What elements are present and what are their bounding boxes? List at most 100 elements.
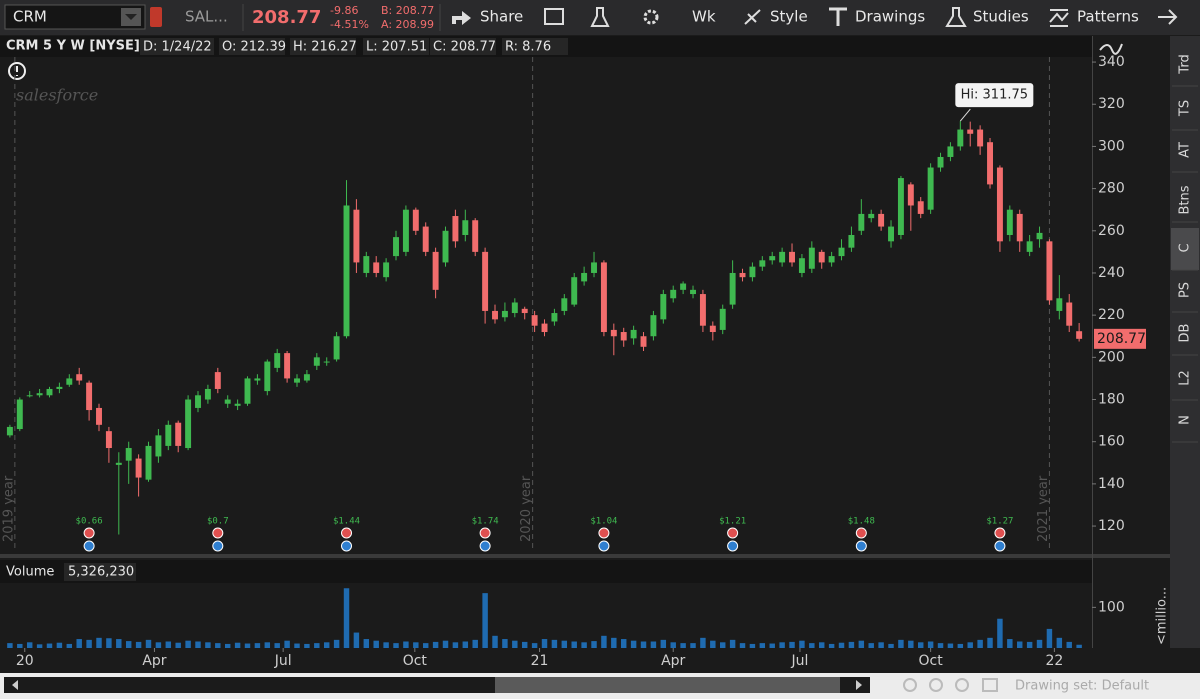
candle-body — [1026, 241, 1033, 252]
volume-bar — [789, 641, 795, 648]
share-icon[interactable] — [452, 11, 471, 25]
scrollbar-thumb[interactable] — [495, 677, 840, 693]
share-button[interactable]: Share — [480, 8, 523, 26]
volume-bar — [611, 637, 617, 648]
expand-icon[interactable] — [1158, 9, 1178, 25]
info-icon[interactable] — [8, 62, 26, 80]
volume-bar — [898, 639, 904, 648]
volume-bar — [195, 641, 201, 648]
dividend-icon[interactable] — [727, 540, 739, 552]
patterns-icon[interactable] — [1049, 9, 1069, 27]
earnings-icon[interactable] — [479, 527, 491, 539]
price-axis — [1092, 36, 1170, 554]
candle-body — [947, 146, 954, 157]
studies-button[interactable]: Studies — [973, 8, 1029, 26]
candle-body — [432, 251, 439, 290]
volume-bar — [541, 639, 548, 648]
earnings-icon[interactable] — [994, 527, 1006, 539]
side-tab[interactable]: PS — [1178, 282, 1193, 298]
style-toggle[interactable] — [1099, 43, 1123, 55]
alert-badge[interactable] — [150, 7, 162, 27]
company: SAL... — [185, 8, 228, 26]
earnings-icon[interactable] — [855, 527, 867, 539]
candle-body — [779, 251, 786, 263]
dividend-icon[interactable] — [479, 540, 491, 552]
volume-bar — [274, 643, 280, 648]
earnings-icon[interactable] — [598, 527, 610, 539]
patterns-button[interactable]: Patterns — [1077, 8, 1139, 26]
dividend-icon[interactable] — [598, 540, 610, 552]
x-tick-label: 21 — [531, 653, 549, 669]
side-tab[interactable]: Btns — [1178, 185, 1193, 214]
style-button[interactable]: Style — [770, 8, 808, 26]
volume-bar — [363, 639, 370, 648]
settings-icon[interactable] — [643, 9, 659, 25]
volume-bar — [165, 641, 172, 648]
toolbar — [0, 0, 1200, 35]
candle-body — [1036, 232, 1043, 240]
zoom-tools[interactable] — [903, 678, 998, 692]
volume-bar — [205, 642, 211, 648]
x-tick-label: 22 — [1045, 653, 1063, 669]
period-button[interactable]: Wk — [692, 8, 716, 26]
side-tab[interactable]: TS — [1178, 100, 1193, 117]
earnings-label: $1.44 — [333, 517, 360, 527]
candle-body — [571, 277, 578, 305]
volume-bar — [719, 642, 726, 648]
candle-body — [135, 458, 142, 478]
calendar-icon[interactable] — [544, 8, 564, 25]
candle-body — [917, 201, 924, 214]
drawings-button[interactable]: Drawings — [855, 8, 925, 26]
earnings-icon[interactable] — [727, 527, 739, 539]
candle-body — [442, 230, 449, 263]
studies-icon[interactable] — [945, 7, 967, 27]
dividend-icon[interactable] — [212, 540, 224, 552]
drawing-set[interactable]: Drawing set: Default — [1015, 679, 1149, 694]
volume-bar — [1007, 639, 1013, 648]
dividend-icon[interactable] — [341, 540, 353, 552]
dividend-icon[interactable] — [855, 540, 867, 552]
year-label: 2019 year — [1, 475, 16, 542]
earnings-icon[interactable] — [83, 527, 95, 539]
side-tab[interactable]: C — [1178, 243, 1193, 252]
side-tab[interactable]: AT — [1178, 142, 1193, 158]
side-tab[interactable]: L2 — [1178, 370, 1193, 386]
candle-body — [155, 435, 162, 457]
drawings-icon[interactable] — [829, 7, 847, 26]
volume-bar — [7, 643, 13, 648]
volume-bar — [46, 643, 53, 648]
candle-body — [254, 378, 261, 381]
candle-body — [6, 426, 13, 436]
candle-body — [967, 129, 974, 134]
side-tab-bar — [1170, 36, 1200, 648]
dividend-icon[interactable] — [83, 540, 95, 552]
candle-body — [86, 382, 93, 411]
candle-body — [610, 329, 617, 337]
x-tick-label: Apr — [661, 653, 685, 669]
volume-bar — [828, 643, 835, 648]
dividend-icon[interactable] — [994, 540, 1006, 552]
dropdown-arrow — [125, 14, 137, 20]
volume-bar — [888, 643, 894, 648]
candle-body — [957, 129, 964, 147]
candle-body — [739, 272, 746, 278]
volume-bar — [997, 618, 1003, 648]
x-tick-label: Oct — [403, 653, 428, 669]
time-axis — [0, 648, 1170, 673]
side-tab[interactable]: N — [1178, 415, 1193, 425]
candle-body — [482, 251, 489, 311]
flask-icon[interactable] — [590, 7, 610, 27]
volume-bar — [1017, 641, 1023, 648]
candle-body — [402, 209, 409, 252]
ask: A: 208.99 — [381, 18, 434, 31]
style-icon[interactable] — [744, 9, 761, 25]
axis-border — [1092, 36, 1093, 648]
side-tab[interactable]: Trd — [1178, 54, 1193, 74]
earnings-icon[interactable] — [341, 527, 353, 539]
earnings-icon[interactable] — [212, 527, 224, 539]
candle-body — [115, 462, 122, 465]
candle-body — [868, 213, 875, 219]
candle-body — [769, 256, 776, 261]
candle-body — [690, 289, 696, 295]
side-tab[interactable]: DB — [1178, 324, 1193, 343]
